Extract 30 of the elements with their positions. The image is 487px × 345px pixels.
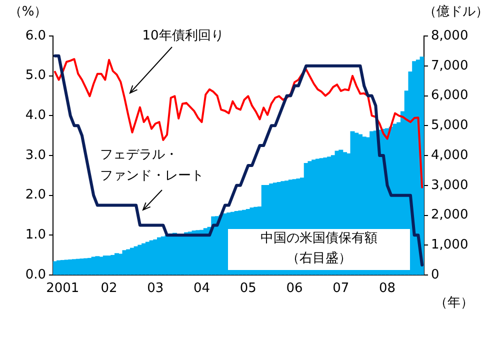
y-tick-label: 4.0 bbox=[25, 108, 46, 124]
y2-tick-label: 4,000 bbox=[431, 148, 468, 163]
y2-tick-label: 3,000 bbox=[431, 178, 468, 193]
y-axis-title: （%） bbox=[8, 4, 48, 20]
x-tick-label: 08 bbox=[379, 281, 396, 296]
y2-tick-label: 1,000 bbox=[431, 238, 468, 252]
x-tick-label: 04 bbox=[194, 281, 210, 296]
x-tick-label: 05 bbox=[240, 281, 256, 296]
y2-tick-label: 2,000 bbox=[431, 208, 468, 223]
y-tick-label: 2.0 bbox=[25, 188, 46, 203]
x-tick-label: 2001 bbox=[46, 281, 80, 296]
y-tick-label: 5.0 bbox=[25, 68, 46, 84]
label-box: 中国の米国債保有額（右目盛） bbox=[228, 229, 410, 270]
y-tick-label: 3.0 bbox=[25, 148, 46, 163]
series-label: フェデラル・ファンド・レート bbox=[100, 147, 204, 184]
y2-tick-label: 6,000 bbox=[431, 88, 468, 104]
text: 10年債利回り bbox=[142, 28, 224, 44]
x-axis-title: （年） bbox=[434, 295, 474, 310]
x-tick-label: 03 bbox=[147, 281, 164, 296]
y2-tick-label: 5,000 bbox=[431, 118, 468, 133]
x-tick-label: 02 bbox=[100, 281, 118, 296]
y-tick-label: 6.0 bbox=[25, 28, 46, 44]
x-tick-label: 06 bbox=[286, 281, 303, 296]
y-tick-label: 0.0 bbox=[25, 267, 46, 282]
y2-axis-title: （億ドル） bbox=[424, 4, 487, 20]
x-tick-label: 07 bbox=[332, 281, 350, 296]
y2-tick-label: 7,000 bbox=[431, 58, 468, 74]
y-tick-label: 1.0 bbox=[25, 228, 46, 243]
y2-tick-label: 8,000 bbox=[431, 28, 468, 44]
y2-tick-label: 0 bbox=[431, 267, 440, 282]
